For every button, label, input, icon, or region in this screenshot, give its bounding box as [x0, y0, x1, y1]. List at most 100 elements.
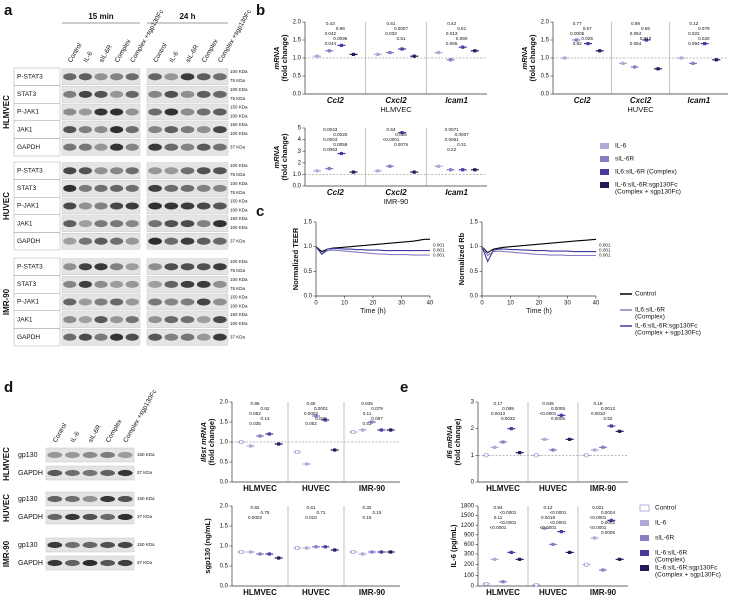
panel-label: b [256, 2, 265, 19]
band [94, 220, 108, 228]
band [125, 333, 139, 341]
y-tick-label: 0.5 [220, 564, 229, 570]
y-tick-label: 5 [298, 126, 302, 132]
cell-label: HLMVEC [2, 95, 11, 129]
band [94, 237, 108, 245]
y-tick-label: 4 [298, 137, 302, 143]
group-label: Icam1 [687, 96, 710, 105]
band [125, 220, 139, 228]
group-label: HUVEC [302, 484, 330, 493]
band [213, 90, 227, 98]
p-value: 0.021 [592, 505, 604, 510]
marker [412, 54, 416, 58]
p-value: 0.052 [249, 411, 261, 416]
band [180, 298, 195, 306]
marker [351, 52, 356, 56]
band [125, 184, 139, 192]
p-value: 0.12 [544, 505, 553, 510]
marker [601, 568, 605, 572]
band [196, 316, 211, 324]
y-tick-label: 1.0 [220, 544, 229, 550]
row-label: STAT3 [17, 91, 37, 98]
column-label: IL-6 [70, 430, 82, 444]
p-value: 0.0071 [445, 127, 459, 132]
band [164, 143, 179, 151]
marker [351, 430, 356, 434]
p-value: 0.0013 [491, 411, 505, 416]
p-value: 0.12 [689, 21, 698, 26]
legend-swatch [640, 535, 649, 541]
marker [249, 550, 253, 554]
y-tick-label: 1.0 [293, 172, 302, 178]
p-value: 0.0010 [591, 411, 605, 416]
p-value: 0.025 [395, 132, 407, 137]
legend-label: IL6:sIL-6R (Complex) [615, 169, 677, 176]
p-value: 0.95 [251, 401, 260, 406]
kda-label: 75 KDa [230, 286, 246, 291]
p-value: 0.51 [363, 421, 372, 426]
legend-label: (Complex + sgp130Fc) [615, 189, 681, 196]
column-label: IL-6 [168, 50, 180, 64]
group-label: Icam1 [445, 188, 468, 197]
band [180, 73, 195, 81]
p-value: 0.57 [583, 26, 592, 31]
y-axis-label: Il6st mRNA [199, 422, 208, 462]
band [213, 202, 227, 210]
band [117, 451, 133, 459]
group-label: IMR-90 [359, 588, 386, 597]
p-value: 0.54 [387, 127, 396, 132]
y-axis-label: mRNA [520, 47, 529, 70]
band [47, 451, 63, 459]
x-tick-label: 20 [370, 301, 377, 307]
kda-label: 150 KDa [230, 312, 248, 317]
kda-label: 100 KDa [230, 87, 248, 92]
band [110, 316, 124, 324]
p-value: 0.13 [261, 416, 270, 421]
y-tick-label: 1.0 [470, 244, 479, 250]
band [125, 126, 139, 134]
band [78, 126, 92, 134]
y-tick-label: 2 [298, 160, 302, 166]
band [164, 333, 179, 341]
p-value: 0.0059 [333, 142, 347, 147]
legend-swatch [600, 169, 609, 175]
band [78, 184, 92, 192]
band [148, 73, 162, 81]
y-axis-label: (fold change) [280, 34, 289, 82]
y-tick-label: 200 [464, 562, 475, 568]
band [110, 220, 124, 228]
band [47, 469, 63, 477]
marker [518, 451, 522, 455]
blot [146, 103, 229, 121]
legend-label: (Complex + sgp130Fc) [635, 330, 701, 337]
p-value: 0.0007 [394, 26, 408, 31]
marker [333, 448, 337, 452]
kda-label: 150 KDa [230, 294, 248, 299]
band [110, 280, 124, 288]
band [125, 73, 139, 81]
kda-label: 100 KDa [230, 259, 248, 264]
band [110, 143, 124, 151]
p-value: 0.94 [494, 505, 503, 510]
marker [584, 453, 589, 458]
marker [412, 170, 416, 174]
band [164, 202, 179, 210]
kda-label: 150 KDa [230, 104, 248, 109]
y-tick-label: 1.5 [470, 220, 479, 226]
group-label: IMR-90 [359, 484, 386, 493]
band [65, 469, 80, 477]
row-label: GAPDH [18, 514, 43, 521]
cell-label: IMR-90 [2, 540, 11, 567]
y-tick-label: 0.0 [220, 584, 229, 590]
y-tick-label: 1200 [461, 523, 475, 529]
y-axis-label: Normalized Rb [457, 232, 466, 285]
p-value: 0.0032 [501, 416, 515, 421]
marker [267, 432, 271, 436]
band [164, 108, 179, 116]
band [82, 495, 98, 503]
y-tick-label: 0 [471, 480, 475, 486]
y-axis-label: (fold change) [453, 418, 462, 466]
band [94, 167, 108, 175]
p-value: 0.0004 [323, 137, 337, 142]
x-axis-label: HLMVEC [380, 105, 412, 114]
